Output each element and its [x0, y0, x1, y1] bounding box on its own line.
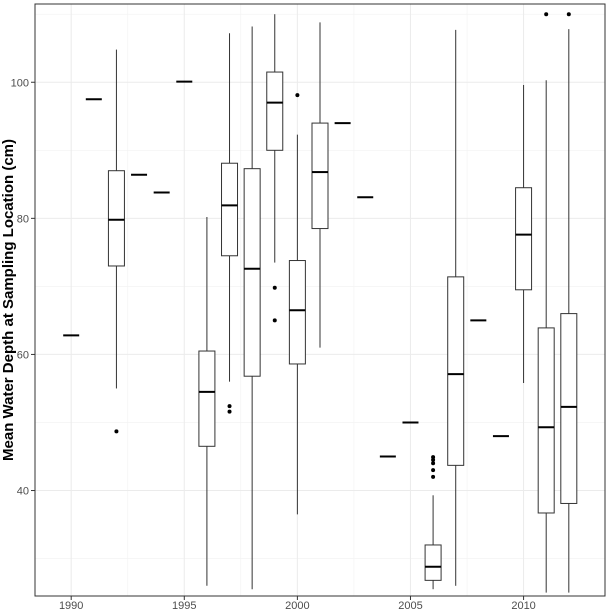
box-2012 — [560, 12, 578, 593]
box-series — [63, 12, 578, 593]
iqr-box — [221, 162, 239, 257]
outlier-point — [227, 409, 232, 414]
x-tick-label: 1995 — [172, 600, 196, 610]
x-tick-label: 1990 — [59, 600, 83, 610]
y-tick-label: 100 — [11, 77, 29, 89]
iqr-box — [537, 327, 555, 514]
x-tick-label: 2005 — [398, 600, 422, 610]
x-tick-label: 2000 — [285, 600, 309, 610]
iqr-box — [424, 544, 442, 581]
box-1996 — [198, 216, 216, 586]
outlier-point — [227, 404, 232, 409]
iqr-box — [243, 168, 261, 377]
panel-border — [34, 3, 606, 597]
outlier-point — [272, 285, 277, 290]
outlier-point — [272, 318, 277, 323]
box-1998 — [243, 26, 261, 590]
iqr-box — [447, 276, 465, 466]
box-2010 — [515, 84, 533, 384]
box-2011 — [537, 12, 555, 593]
outlier-point — [566, 12, 571, 17]
outlier-point — [431, 461, 436, 466]
outlier-point — [431, 455, 436, 460]
outlier-point — [431, 468, 436, 473]
outlier-point — [431, 474, 436, 479]
box-1992 — [107, 49, 125, 434]
outlier-point — [544, 12, 549, 17]
x-tick-label: 2010 — [511, 600, 535, 610]
iqr-box — [515, 187, 533, 291]
iqr-box — [266, 71, 284, 151]
box-2000 — [288, 93, 306, 515]
box-2001 — [311, 22, 329, 348]
outlier-point — [114, 429, 119, 434]
box-1999 — [266, 14, 284, 323]
y-tick-label: 60 — [17, 349, 29, 361]
iqr-box — [288, 260, 306, 365]
iqr-box — [560, 313, 578, 504]
iqr-box — [198, 350, 216, 447]
y-axis: 40 60 80 100 — [11, 77, 35, 498]
y-tick-label: 40 — [17, 486, 29, 498]
outlier-point — [295, 93, 300, 98]
box-1997 — [221, 33, 239, 414]
iqr-box — [107, 170, 125, 267]
iqr-box — [311, 122, 329, 230]
box-2006 — [424, 455, 442, 590]
y-axis-title: Mean Water Depth at Sampling Location (c… — [0, 139, 17, 461]
x-axis: 1990 1995 2000 2005 2010 — [59, 596, 536, 610]
y-tick-label: 80 — [17, 213, 29, 225]
box-2007 — [447, 29, 465, 586]
